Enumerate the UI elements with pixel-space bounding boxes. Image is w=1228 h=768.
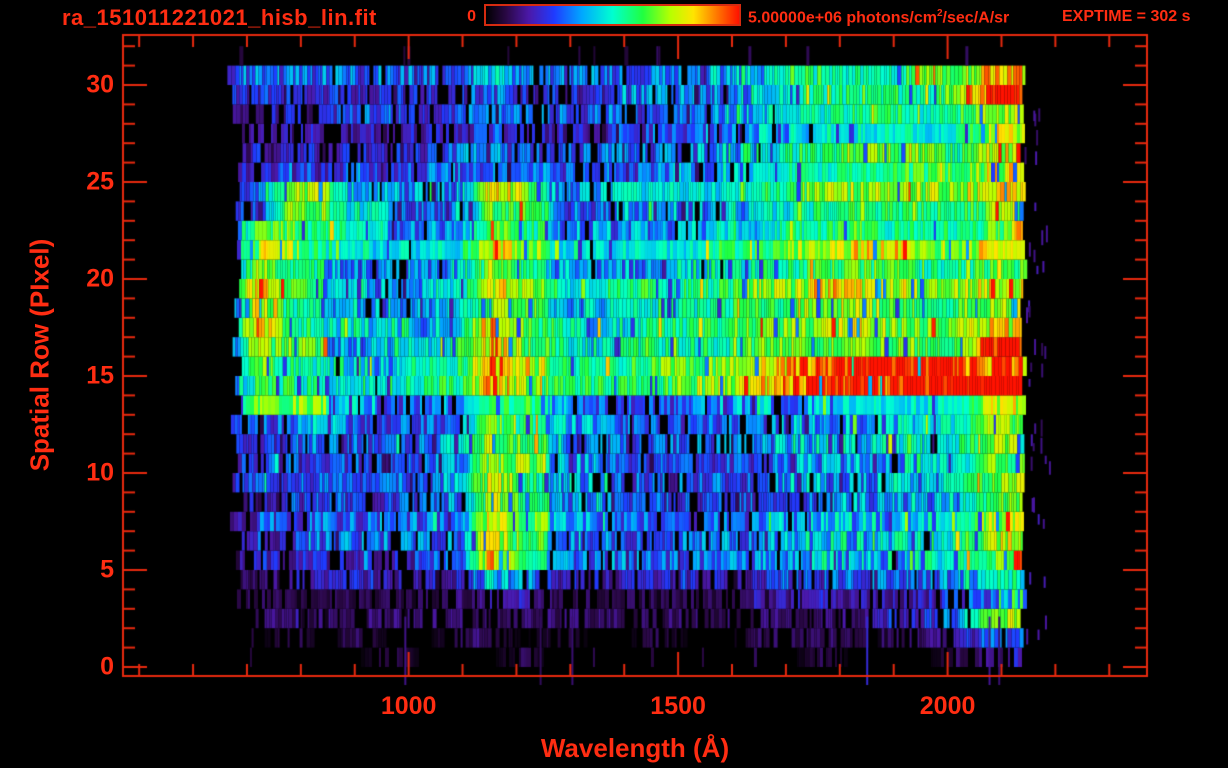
x-tick-label-1500: 1500 — [650, 692, 706, 720]
colorbar-max-suffix: /sec/A/sr — [942, 9, 1010, 27]
y-tick-label-25: 25 — [86, 167, 114, 196]
x-tick-label-1000: 1000 — [380, 692, 437, 720]
colorbar-max-label: 5.00000e+06 photons/cm2/sec/A/sr — [748, 8, 1009, 27]
x-tick-label-2000: 2000 — [919, 692, 976, 720]
y-tick-label-5: 5 — [100, 555, 114, 584]
y-tick-label-20: 20 — [86, 264, 114, 293]
colorbar-min-label: 0 — [467, 8, 476, 25]
colorbar-max-superscript: 2 — [936, 8, 943, 19]
y-axis-title: Spatial Row (PIxel) — [24, 238, 55, 472]
filename-label: ra_151011221021_hisb_lin.fit — [62, 5, 377, 30]
colorbar-gradient — [484, 4, 741, 26]
colorbar-max-prefix: 5.00000e+06 photons/cm — [748, 9, 937, 27]
exptime-label: EXPTIME = 302 s — [1062, 8, 1191, 25]
y-tick-label-15: 15 — [86, 361, 114, 390]
y-tick-label-10: 10 — [86, 458, 114, 487]
x-axis-title: Wavelength (Å) — [540, 733, 730, 763]
y-tick-label-30: 30 — [86, 70, 114, 99]
y-tick-label-0: 0 — [100, 652, 114, 681]
